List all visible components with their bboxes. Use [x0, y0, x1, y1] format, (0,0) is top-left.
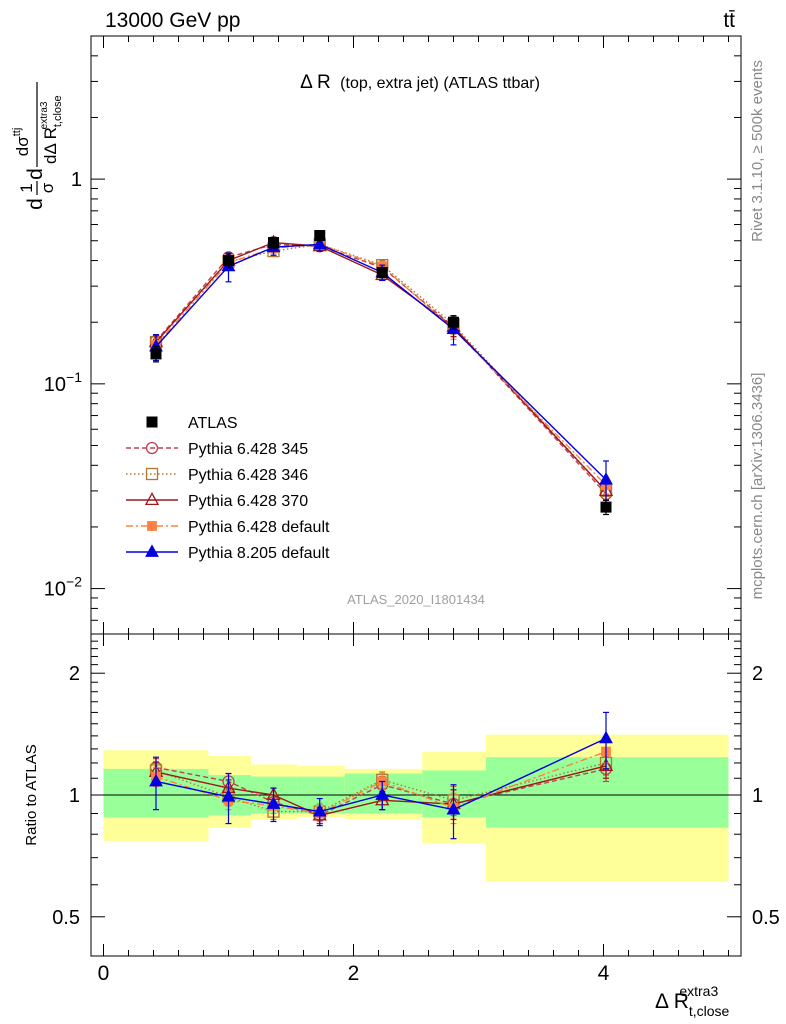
main-y-axis-label: d 1 σ d dσttj dΔ Rt,closeextra3 [11, 82, 64, 210]
legend: ATLAS Pythia 6.428 345 Pythia 6.428 346 Pyt… [126, 415, 330, 562]
y-label-denom-sub: t,close [52, 95, 64, 127]
x-axis-label-sub: t,close [689, 1003, 730, 1019]
marker-triangle-filled [149, 773, 163, 787]
ratio-series-group [148, 711, 614, 840]
marker-circle-open [145, 441, 159, 455]
main-series-group [148, 230, 614, 516]
ratio-tick-label-right: 2 [752, 663, 763, 685]
ratio-series-pythia-8-205-default [149, 711, 613, 840]
ratio-tick-label-right: 1 [752, 785, 763, 807]
plot-title-detail: (top, extra jet) (ATLAS ttbar) [340, 75, 540, 92]
x-axis-label-main: Δ R [655, 990, 689, 1013]
x-axis-label-sup: extra3 [679, 983, 718, 999]
y-label-denominator: dΔ Rt,closeextra3 [39, 95, 64, 164]
x-tick-label: 2 [348, 962, 360, 985]
legend-entry: Pythia 6.428 346 [126, 467, 308, 484]
y-label-denom-base: dΔ R [41, 127, 60, 164]
y-tick-base: 10 [44, 579, 66, 601]
ratio-tick-label-left: 2 [69, 663, 80, 685]
y-tick-label: 10−2 [44, 574, 82, 601]
legend-label: Pythia 6.428 346 [188, 467, 308, 484]
legend-entry: Pythia 6.428 345 [126, 441, 308, 458]
marker-square-filled [147, 521, 157, 531]
marker-triangle-filled [266, 796, 281, 809]
analysis-watermark: ATLAS_2020_I1801434 [347, 592, 485, 607]
ratio-tick-label-right: 0.5 [752, 907, 780, 929]
marker-triangle-filled [312, 803, 327, 817]
marker-data [314, 230, 326, 242]
legend-entry: ATLAS [146, 415, 238, 432]
axis-ticks: 0 2 410−210−110.5 0.51 12 2 [44, 35, 780, 985]
legend-label: ATLAS [188, 415, 238, 432]
marker-data [600, 501, 612, 513]
legend-entry: Pythia 6.428 default [126, 519, 330, 536]
marker-data [448, 316, 459, 328]
marker-data [376, 266, 388, 278]
y-tick-exponent: −1 [66, 369, 82, 385]
legend-label: Pythia 6.428 370 [188, 493, 308, 510]
marker-square-open [145, 467, 159, 481]
legend-label: Pythia 8.205 default [188, 545, 330, 562]
marker-triangle-filled [312, 236, 327, 250]
process-label: tt̄ [723, 9, 735, 32]
x-axis-label: Δ Rt,close extra3 [655, 983, 730, 1019]
x-tick-label: 0 [98, 962, 110, 985]
y-label-dsigma-sup: ttj [11, 128, 23, 137]
x-tick-label: 4 [598, 962, 610, 985]
marker-data [150, 348, 162, 360]
plot-title-main: Δ R [300, 72, 331, 93]
series-pythia-6-428-345 [149, 238, 613, 505]
marker-triangle-open [598, 757, 614, 771]
marker-triangle-filled [221, 789, 236, 802]
marker-data [268, 237, 279, 249]
y-label-dsigma-base: dσ [13, 136, 32, 156]
ratio-band-inner [486, 757, 729, 828]
y-label-d2: d [24, 168, 47, 180]
ratio-y-axis-label: Ratio to ATLAS [23, 744, 40, 845]
ratio-tick-label-left: 0.5 [52, 907, 80, 929]
ratio-tick-label-left: 1 [69, 785, 80, 807]
y-tick-exponent: −2 [66, 574, 82, 590]
marker-triangle-filled [145, 544, 159, 557]
y-tick-label: 10−1 [44, 369, 82, 396]
y-label-dsigma: dσttj [11, 128, 32, 157]
legend-label: Pythia 6.428 345 [188, 441, 308, 458]
legend-entry: Pythia 8.205 default [126, 544, 330, 562]
marker-triangle-filled [446, 802, 461, 815]
y-label-d: d [24, 198, 47, 210]
ratio-uncertainty-bands [103, 734, 729, 882]
marker-triangle-filled [599, 730, 613, 744]
rivet-label: Rivet 3.1.10, ≥ 500k events [749, 60, 766, 242]
plot-title: Δ R (top, extra jet) (ATLAS ttbar) [300, 72, 540, 93]
marker-data [223, 255, 234, 267]
energy-label: 13000 GeV pp [105, 9, 240, 32]
marker-data [146, 416, 158, 428]
y-tick-label: 1 [71, 169, 82, 191]
mcplots-label: mcplots.cern.ch [arXiv:1306.3436] [749, 373, 766, 600]
atlas-data-points [150, 230, 612, 516]
y-label-denom-sup: extra3 [39, 101, 50, 129]
marker-triangle-filled [375, 787, 390, 800]
marker-triangle-open [144, 492, 160, 506]
marker-triangle-filled [599, 472, 613, 485]
legend-entry: Pythia 6.428 370 [126, 492, 308, 510]
y-tick-base: 10 [44, 374, 66, 396]
y-label-frac-top: 1 [17, 183, 36, 192]
legend-label: Pythia 6.428 default [188, 519, 330, 536]
y-tick-base: 1 [71, 169, 82, 191]
y-label-frac-bottom: σ [38, 182, 57, 193]
